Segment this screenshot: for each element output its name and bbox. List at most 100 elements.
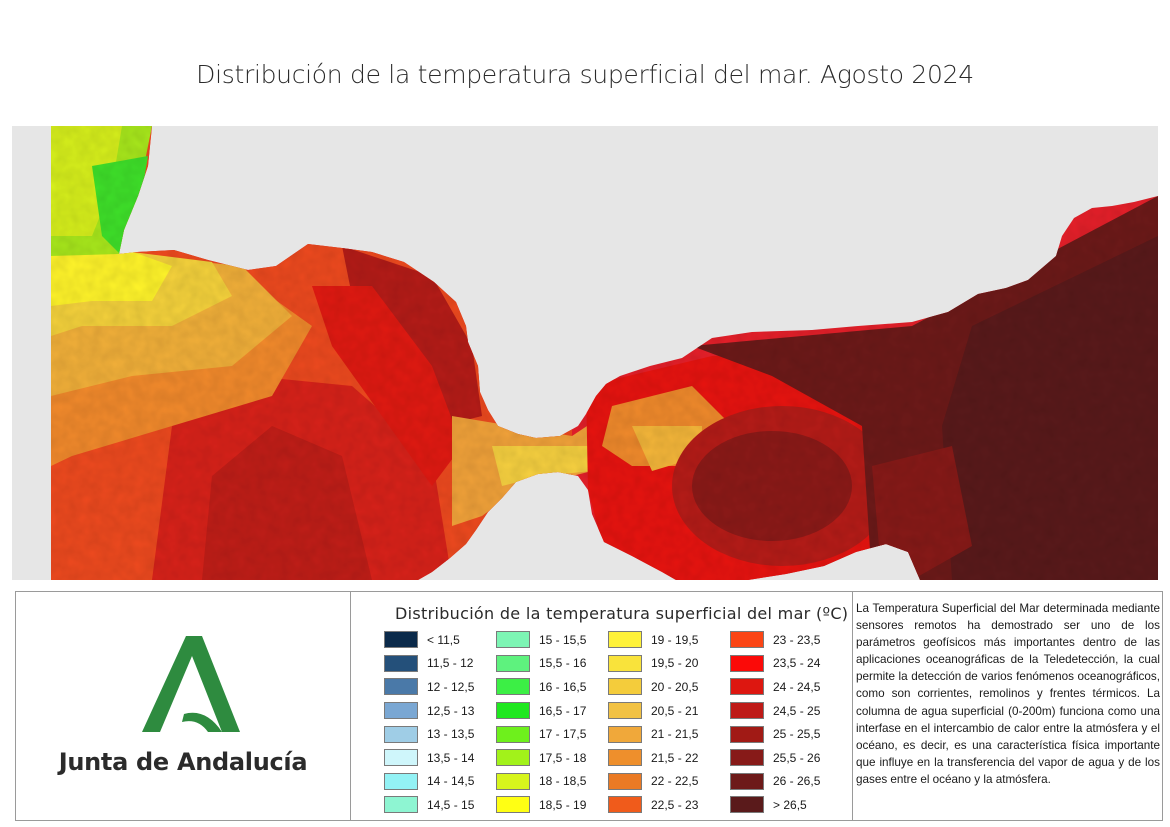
legend-item: 16 - 16,5 xyxy=(496,675,586,699)
legend-item: 20 - 20,5 xyxy=(608,675,698,699)
legend-label: 14,5 - 15 xyxy=(427,797,475,812)
legend-swatch xyxy=(384,725,418,743)
legend-swatch xyxy=(496,678,530,696)
legend-label: 17,5 - 18 xyxy=(539,750,587,765)
legend-item: 23 - 23,5 xyxy=(730,628,820,652)
legend-swatch xyxy=(730,678,764,696)
legend-item: 11,5 - 12 xyxy=(384,652,474,676)
legend-swatch xyxy=(496,702,530,720)
info-panel: Junta de Andalucía Distribución de la te… xyxy=(15,591,1163,821)
legend-label: 13,5 - 14 xyxy=(427,750,475,765)
legend-item: > 26,5 xyxy=(730,793,820,817)
legend-swatch xyxy=(730,725,764,743)
legend-label: 16,5 - 17 xyxy=(539,703,587,718)
legend-swatch xyxy=(496,796,530,814)
legend-label: 22 - 22,5 xyxy=(651,774,699,789)
legend-swatch xyxy=(384,678,418,696)
legend-item: 13,5 - 14 xyxy=(384,746,474,770)
legend-item: 16,5 - 17 xyxy=(496,699,586,723)
sea-temperature-map xyxy=(12,126,1158,580)
legend-swatch xyxy=(384,772,418,790)
legend-label: 20,5 - 21 xyxy=(651,703,699,718)
legend-label: 21 - 21,5 xyxy=(651,727,699,742)
legend-column-2: 15 - 15,5 15,5 - 16 16 - 16,5 16,5 - 17 17 -… xyxy=(496,628,586,817)
legend-label: 25,5 - 26 xyxy=(773,750,821,765)
junta-andalucia-logo-icon xyxy=(142,636,240,732)
legend-item: 19 - 19,5 xyxy=(608,628,698,652)
legend-label: 23,5 - 24 xyxy=(773,656,821,671)
legend-label: 14 - 14,5 xyxy=(427,774,475,789)
legend-label: 13 - 13,5 xyxy=(427,727,475,742)
legend-item: 25,5 - 26 xyxy=(730,746,820,770)
legend-item: 15 - 15,5 xyxy=(496,628,586,652)
legend-column-4: 23 - 23,5 23,5 - 24 24 - 24,5 24,5 - 25 25 -… xyxy=(730,628,820,817)
legend-swatch xyxy=(608,631,642,649)
legend-item: 24,5 - 25 xyxy=(730,699,820,723)
legend-label: 20 - 20,5 xyxy=(651,679,699,694)
legend-label: 26 - 26,5 xyxy=(773,774,821,789)
legend-item: 21 - 21,5 xyxy=(608,722,698,746)
legend-swatch xyxy=(608,772,642,790)
legend-item: 19,5 - 20 xyxy=(608,652,698,676)
legend-item: 15,5 - 16 xyxy=(496,652,586,676)
legend-item: 23,5 - 24 xyxy=(730,652,820,676)
legend-label: 23 - 23,5 xyxy=(773,632,821,647)
legend-swatch xyxy=(730,749,764,767)
legend-label: 16 - 16,5 xyxy=(539,679,587,694)
legend-item: < 11,5 xyxy=(384,628,474,652)
legend-label: 18 - 18,5 xyxy=(539,774,587,789)
legend-label: 24 - 24,5 xyxy=(773,679,821,694)
legend-label: 12,5 - 13 xyxy=(427,703,475,718)
legend-swatch xyxy=(730,702,764,720)
legend-swatch xyxy=(496,749,530,767)
legend-label: 24,5 - 25 xyxy=(773,703,821,718)
logo-box: Junta de Andalucía xyxy=(16,592,351,820)
legend-label: < 11,5 xyxy=(427,632,460,647)
sea-texture xyxy=(51,126,1158,580)
legend-column-3: 19 - 19,5 19,5 - 20 20 - 20,5 20,5 - 21 21 -… xyxy=(608,628,698,817)
legend-label: 15,5 - 16 xyxy=(539,656,587,671)
legend-item: 22 - 22,5 xyxy=(608,770,698,794)
legend-item: 14 - 14,5 xyxy=(384,770,474,794)
legend-item: 12 - 12,5 xyxy=(384,675,474,699)
legend-item: 18,5 - 19 xyxy=(496,793,586,817)
legend-swatch xyxy=(730,796,764,814)
legend: Distribución de la temperatura superfici… xyxy=(350,592,853,820)
legend-label: 12 - 12,5 xyxy=(427,679,475,694)
legend-swatch xyxy=(608,678,642,696)
legend-item: 21,5 - 22 xyxy=(608,746,698,770)
legend-label: 19 - 19,5 xyxy=(651,632,699,647)
legend-swatch xyxy=(384,654,418,672)
map-title: Distribución de la temperatura superfici… xyxy=(196,60,974,89)
legend-item: 18 - 18,5 xyxy=(496,770,586,794)
legend-swatch xyxy=(384,749,418,767)
legend-label: > 26,5 xyxy=(773,797,807,812)
legend-swatch xyxy=(608,702,642,720)
legend-label: 17 - 17,5 xyxy=(539,727,587,742)
legend-item: 25 - 25,5 xyxy=(730,722,820,746)
description-text: La Temperatura Superficial del Mar deter… xyxy=(856,602,1160,786)
legend-swatch xyxy=(496,654,530,672)
legend-label: 15 - 15,5 xyxy=(539,632,587,647)
legend-label: 22,5 - 23 xyxy=(651,797,699,812)
map-canvas xyxy=(51,126,1158,580)
logo-text: Junta de Andalucía xyxy=(58,748,308,776)
legend-swatch xyxy=(384,702,418,720)
legend-label: 11,5 - 12 xyxy=(427,656,474,671)
legend-column-1: < 11,5 11,5 - 12 12 - 12,5 12,5 - 13 13 - 13… xyxy=(384,628,474,817)
legend-label: 19,5 - 20 xyxy=(651,656,699,671)
legend-swatch xyxy=(730,772,764,790)
legend-item: 26 - 26,5 xyxy=(730,770,820,794)
legend-item: 22,5 - 23 xyxy=(608,793,698,817)
legend-swatch xyxy=(608,654,642,672)
legend-item: 13 - 13,5 xyxy=(384,722,474,746)
legend-item: 17,5 - 18 xyxy=(496,746,586,770)
legend-label: 21,5 - 22 xyxy=(651,750,699,765)
legend-item: 17 - 17,5 xyxy=(496,722,586,746)
legend-swatch xyxy=(608,725,642,743)
legend-swatch xyxy=(608,749,642,767)
legend-swatch xyxy=(730,654,764,672)
legend-item: 20,5 - 21 xyxy=(608,699,698,723)
legend-title: Distribución de la temperatura superfici… xyxy=(395,604,849,623)
legend-item: 14,5 - 15 xyxy=(384,793,474,817)
